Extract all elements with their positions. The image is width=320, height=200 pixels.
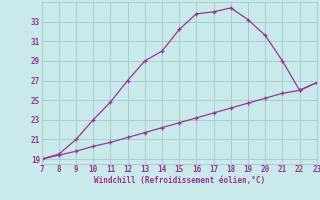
X-axis label: Windchill (Refroidissement éolien,°C): Windchill (Refroidissement éolien,°C) (94, 176, 265, 185)
